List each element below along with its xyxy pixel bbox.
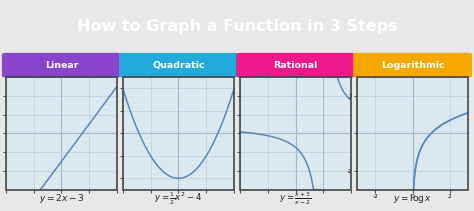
Text: Rational: Rational: [273, 61, 318, 70]
Text: $y = 2x - 3$: $y = 2x - 3$: [38, 192, 84, 205]
FancyBboxPatch shape: [119, 53, 238, 77]
Text: Quadratic: Quadratic: [152, 61, 205, 70]
Text: $y = \frac{x+3}{x-2}$: $y = \frac{x+3}{x-2}$: [279, 190, 312, 207]
FancyBboxPatch shape: [353, 53, 472, 77]
FancyBboxPatch shape: [236, 53, 355, 77]
Text: How to Graph a Function in 3 Steps: How to Graph a Function in 3 Steps: [77, 19, 397, 34]
Text: Logarithmic: Logarithmic: [381, 61, 445, 70]
Text: Linear: Linear: [45, 61, 78, 70]
Text: $y = \log x$: $y = \log x$: [393, 192, 432, 205]
Text: $y = \frac{1}{2}x^2 - 4$: $y = \frac{1}{2}x^2 - 4$: [155, 190, 202, 207]
FancyBboxPatch shape: [2, 53, 121, 77]
